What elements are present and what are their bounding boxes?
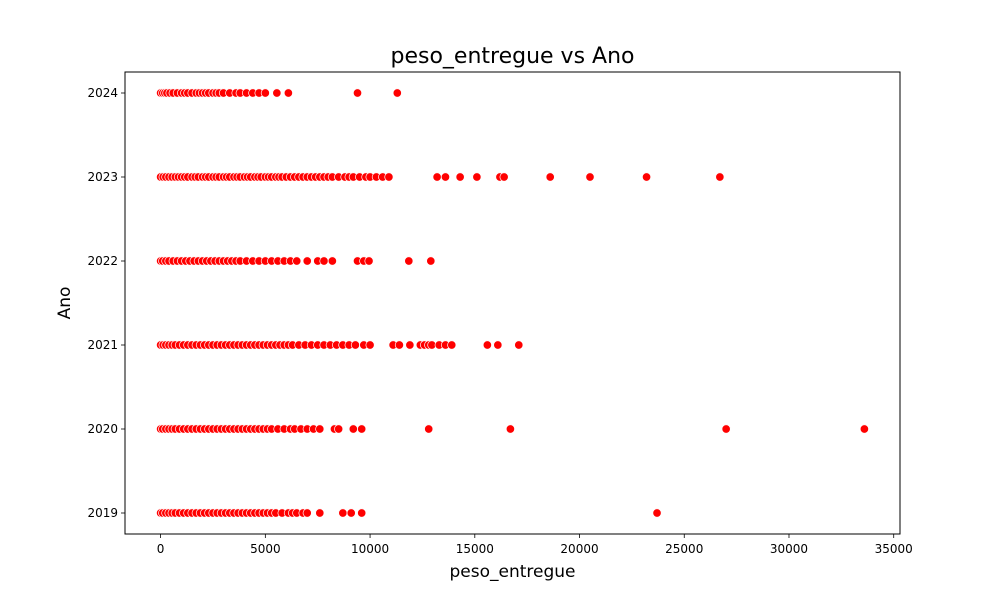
data-point (493, 340, 503, 350)
data-point (350, 340, 360, 350)
y-axis: 2019 2020 2021 2022 2023 2024 (87, 86, 125, 520)
x-tick-label: 30000 (770, 542, 808, 556)
data-point (315, 424, 325, 434)
data-point (327, 256, 337, 266)
chart-title: peso_entregue vs Ano (391, 44, 635, 69)
data-point (440, 172, 451, 182)
x-axis: 0 5000 10000 15000 20000 25000 30000 35000 (157, 534, 913, 556)
data-point (346, 508, 356, 518)
data-point (348, 424, 358, 434)
data-point (859, 424, 869, 434)
x-tick-label: 0 (157, 542, 165, 556)
data-point (404, 256, 414, 266)
data-point (585, 172, 595, 182)
data-point (283, 88, 293, 98)
data-point (482, 340, 492, 350)
data-point (394, 340, 404, 350)
x-tick-label: 25000 (665, 542, 703, 556)
data-point (447, 340, 457, 350)
data-point (505, 424, 515, 434)
data-point (472, 172, 482, 182)
data-point (642, 172, 652, 182)
data-point (365, 340, 375, 350)
x-tick-label: 15000 (456, 542, 494, 556)
plot-frame (124, 71, 901, 535)
data-point (357, 508, 367, 518)
data-point (292, 256, 302, 266)
plot-background (125, 72, 900, 534)
y-tick-label: 2020 (87, 422, 118, 436)
data-point (455, 172, 465, 182)
data-point (432, 172, 442, 182)
data-point (315, 508, 325, 518)
points-layer (156, 88, 869, 518)
y-tick-label: 2021 (87, 338, 118, 352)
y-tick-label: 2023 (87, 170, 118, 184)
x-tick-label: 5000 (250, 542, 281, 556)
data-point (319, 256, 329, 266)
data-point (715, 172, 725, 182)
data-point (405, 340, 415, 350)
data-point (652, 508, 662, 518)
data-point (260, 88, 270, 98)
data-point (334, 424, 344, 434)
data-point (384, 172, 394, 182)
data-point (302, 508, 312, 518)
data-point (272, 88, 282, 98)
data-point (545, 172, 555, 182)
data-point (426, 256, 436, 266)
y-axis-label: Ano (55, 287, 75, 320)
data-point (514, 340, 524, 350)
data-point (424, 424, 434, 434)
x-tick-label: 10000 (351, 542, 389, 556)
data-point (392, 88, 402, 98)
x-tick-label: 35000 (875, 542, 913, 556)
y-tick-label: 2022 (87, 254, 118, 268)
data-point (499, 172, 509, 182)
x-tick-label: 20000 (560, 542, 598, 556)
data-point (721, 424, 731, 434)
data-point (302, 256, 312, 266)
data-point (352, 88, 363, 98)
data-point (364, 256, 374, 266)
y-tick-label: 2024 (87, 86, 118, 100)
data-point (338, 508, 348, 518)
x-axis-label: peso_entregue (449, 562, 575, 582)
y-tick-label: 2019 (87, 506, 118, 520)
data-point (357, 424, 367, 434)
